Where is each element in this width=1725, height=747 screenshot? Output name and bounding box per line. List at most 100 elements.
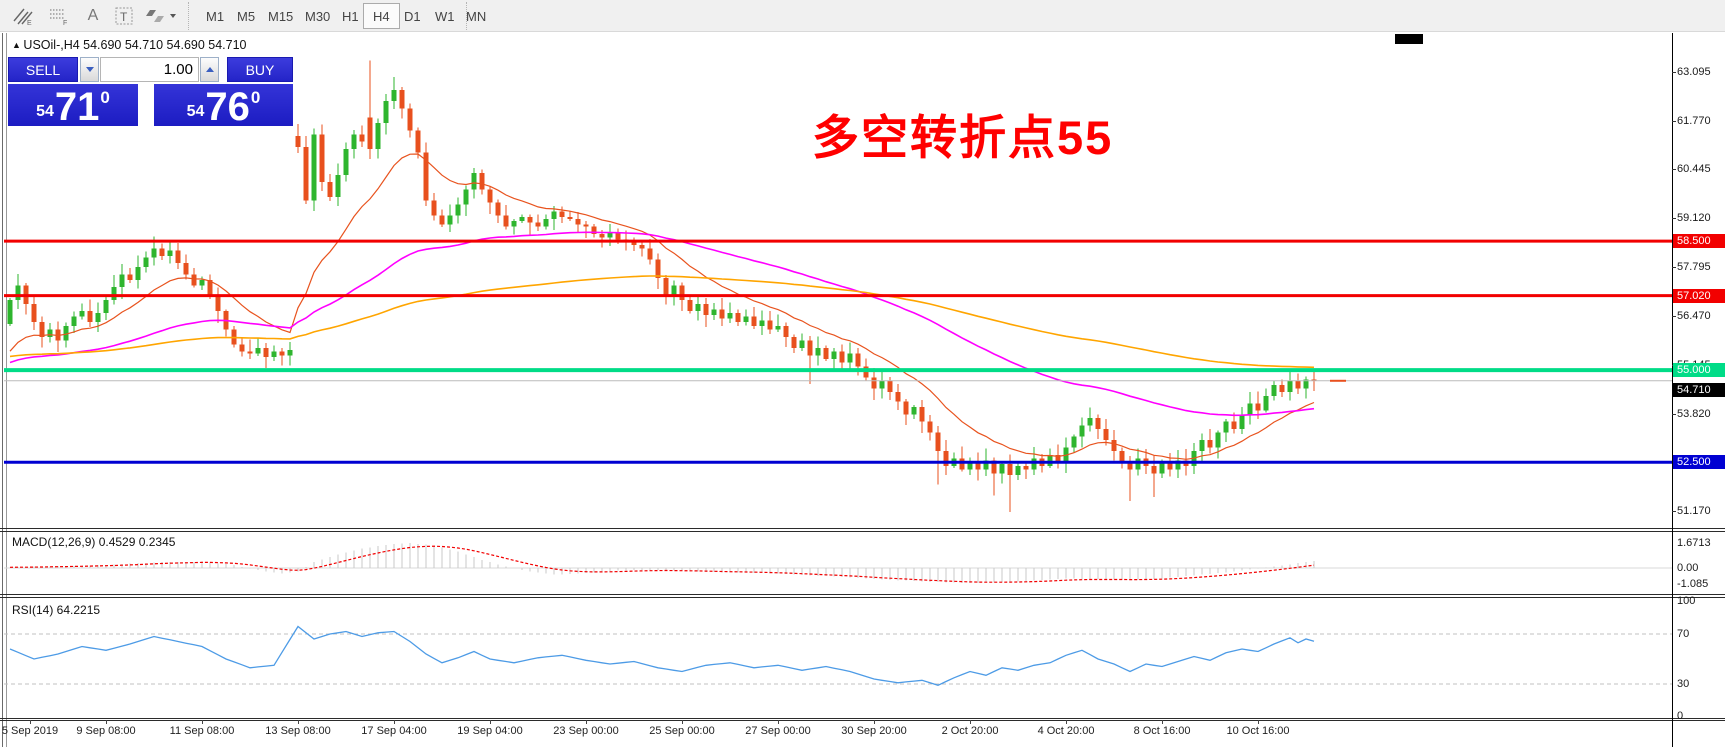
macd-indicator-canvas[interactable] <box>0 530 1672 597</box>
date-axis-label: 25 Sep 00:00 <box>649 725 715 737</box>
date-axis-tick <box>30 720 31 724</box>
ma-medium-line <box>9 231 1315 417</box>
rsi-line <box>9 625 1315 686</box>
date-axis-label: 13 Sep 08:00 <box>265 725 331 737</box>
macd-panel-separator[interactable] <box>0 528 1725 529</box>
main-chart-canvas[interactable] <box>0 33 1672 530</box>
macd-axis-label--1.085: -1.085 <box>1677 578 1709 591</box>
price-axis-tick <box>1672 218 1676 220</box>
timeframe-button-H4[interactable]: H4 <box>363 3 400 29</box>
date-axis-tick <box>106 720 107 724</box>
toolbar-separator-2 <box>466 2 467 30</box>
one-click-collapse-icon[interactable]: ▲ <box>12 40 24 50</box>
sell-price-small: 54 <box>36 103 54 120</box>
date-axis-label: 17 Sep 04:00 <box>361 725 427 737</box>
rsi-axis-label-0: 0 <box>1677 710 1684 722</box>
symbol-title: ▲ USOil-,H4 54.690 54.710 54.690 54.710 <box>12 38 247 52</box>
price-axis-tick <box>1672 120 1676 122</box>
chart-window: ▲ USOil-,H4 54.690 54.710 54.690 54.710 … <box>0 33 1725 747</box>
date-axis-label: 30 Sep 20:00 <box>841 725 907 737</box>
price-axis-tick <box>1672 413 1676 415</box>
text-tool-icon[interactable]: A <box>87 7 99 24</box>
bid-price-badge: 54.710 <box>1673 382 1725 397</box>
timeframe-button-MN[interactable]: MN <box>466 8 487 24</box>
date-axis-tick <box>682 720 683 724</box>
date-axis-separator-inner <box>0 720 1725 721</box>
date-axis-label: 10 Oct 16:00 <box>1226 725 1290 737</box>
price-badge-57.020: 57.020 <box>1673 288 1725 303</box>
cycle-lines-tool-icon[interactable] <box>142 2 180 30</box>
grid-tool-icon[interactable]: F <box>44 2 74 30</box>
timeframe-button-D1[interactable]: D1 <box>404 8 421 24</box>
chart-corner-marker <box>1395 34 1423 44</box>
date-axis-separator <box>0 718 1725 719</box>
date-axis-label: 19 Sep 04:00 <box>457 725 523 737</box>
chevron-up-icon <box>205 67 214 72</box>
timeframe-button-W1[interactable]: W1 <box>435 8 455 24</box>
volume-decrease-button[interactable] <box>80 57 99 82</box>
one-click-trading-panel: SELL BUY 54 71 0 54 76 0 <box>8 57 293 130</box>
price-axis-label-59.120: 59.120 <box>1677 212 1711 225</box>
price-axis-tick <box>1672 71 1676 73</box>
volume-increase-button[interactable] <box>200 57 219 82</box>
price-badge-55.000: 55.000 <box>1673 363 1725 378</box>
volume-input[interactable] <box>100 57 199 82</box>
date-axis-label: 11 Sep 08:00 <box>169 725 235 737</box>
buy-price-small: 54 <box>186 103 205 120</box>
date-axis-tick <box>1258 720 1259 724</box>
sell-price-sup: 0 <box>100 88 110 107</box>
date-axis-tick <box>970 720 971 724</box>
sell-button[interactable]: SELL <box>8 57 78 82</box>
price-axis-label-51.170: 51.170 <box>1677 505 1711 518</box>
price-axis-tick <box>1672 267 1676 269</box>
rsi-axis-label-70: 70 <box>1677 628 1690 640</box>
timeframe-button-M5[interactable]: M5 <box>237 8 256 24</box>
window-left-border <box>2 33 3 747</box>
text-label-tool-icon[interactable]: T <box>110 2 138 30</box>
date-axis-label: 9 Sep 08:00 <box>76 725 136 737</box>
price-axis-label-60.445: 60.445 <box>1677 163 1711 176</box>
date-axis-tick <box>874 720 875 724</box>
price-axis-tick <box>1672 315 1676 317</box>
date-axis-tick <box>1066 720 1067 724</box>
sell-price-big: 71 <box>54 85 100 130</box>
candles-group <box>7 60 1317 512</box>
ma-slow-line <box>9 275 1315 369</box>
date-axis-tick <box>394 720 395 724</box>
date-axis-tick <box>778 720 779 724</box>
date-axis-label: 2 Oct 20:00 <box>941 725 999 737</box>
price-axis-label-61.770: 61.770 <box>1677 114 1711 127</box>
chevron-down-icon <box>85 67 94 72</box>
svg-text:T: T <box>120 10 128 24</box>
equidistant-channel-icon[interactable]: E <box>8 2 38 30</box>
timeframe-button-M1[interactable]: M1 <box>206 8 225 24</box>
timeframe-button-H1[interactable]: H1 <box>342 8 359 24</box>
price-axis-label-57.795: 57.795 <box>1677 261 1711 274</box>
rsi-label: RSI(14) 64.2215 <box>12 603 101 617</box>
buy-button[interactable]: BUY <box>227 57 293 82</box>
price-badge-52.500: 52.500 <box>1673 455 1725 470</box>
timeframe-button-M15[interactable]: M15 <box>268 8 294 24</box>
buy-price-button[interactable]: 54 76 0 <box>154 84 293 127</box>
rsi-panel-separator[interactable] <box>0 594 1725 595</box>
sell-price-button[interactable]: 54 71 0 <box>8 84 138 130</box>
date-axis-label: 23 Sep 00:00 <box>553 725 619 737</box>
buy-price-sup: 0 <box>250 88 261 107</box>
price-axis-tick <box>1672 169 1676 171</box>
timeframe-button-M30[interactable]: M30 <box>305 8 331 24</box>
rsi-axis-label-100: 100 <box>1677 595 1696 607</box>
macd-axis-label-1.6713: 1.6713 <box>1677 536 1711 549</box>
date-axis-tick <box>586 720 587 724</box>
chart-annotation-text[interactable]: 多空转折点55 <box>812 111 1114 164</box>
macd-signal-line <box>9 545 1315 583</box>
ma-fast-line <box>9 153 1315 460</box>
rsi-axis-label-30: 30 <box>1677 678 1690 690</box>
rsi-indicator-canvas[interactable] <box>0 597 1672 720</box>
panel-left-border <box>6 33 7 747</box>
macd-panel-separator-inner <box>0 531 1725 532</box>
rsi-panel-separator-inner <box>0 597 1725 598</box>
price-axis-tick <box>1672 511 1676 513</box>
toolbar-separator <box>188 2 189 30</box>
date-axis-tick <box>202 720 203 724</box>
toolbar: E F A T M1 M5 M15 M30 H1 H4 D1 W1 MN <box>0 0 1725 32</box>
